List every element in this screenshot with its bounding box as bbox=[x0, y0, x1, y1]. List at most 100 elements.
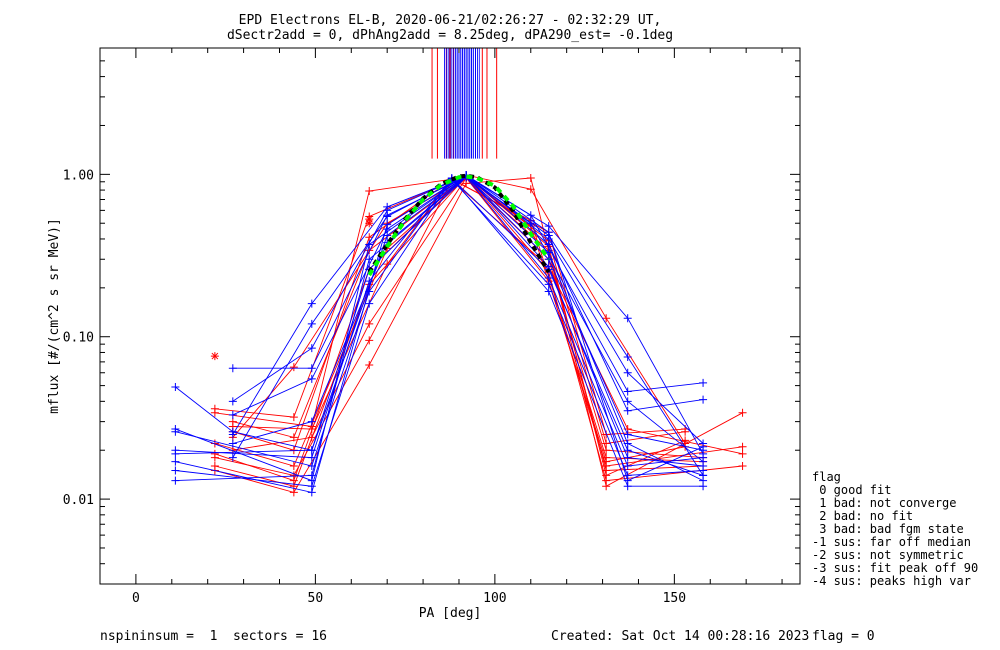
data-point-marker bbox=[738, 442, 747, 451]
legend-item: 0 good fit bbox=[812, 483, 891, 497]
data-point-marker bbox=[228, 453, 237, 462]
y-tick-label: 0.01 bbox=[63, 493, 94, 508]
data-point-marker bbox=[307, 299, 316, 308]
data-point-marker bbox=[623, 446, 632, 455]
data-point-marker bbox=[623, 453, 632, 462]
x-tick-label: 100 bbox=[483, 591, 506, 606]
data-point-marker bbox=[738, 461, 747, 470]
spectrum-line bbox=[232, 178, 704, 463]
data-point-marker bbox=[699, 439, 708, 448]
spectrum-series-8 bbox=[210, 171, 690, 448]
title-line-1: EPD Electrons EL-B, 2020-06-21/02:26:27 … bbox=[239, 13, 662, 28]
y-tick-label: 0.10 bbox=[63, 331, 94, 346]
peak-vertical-lines bbox=[431, 48, 498, 159]
data-point-marker bbox=[171, 476, 180, 485]
data-point-marker bbox=[544, 234, 553, 243]
legend-item: 1 bad: not converge bbox=[812, 496, 957, 510]
spectrum-series-17 bbox=[171, 173, 708, 491]
spectrum-line bbox=[214, 176, 686, 445]
data-point-marker bbox=[365, 287, 374, 296]
data-point-marker bbox=[228, 397, 237, 406]
data-point-marker bbox=[365, 360, 374, 369]
footer-created: Created: Sat Oct 14 00:28:16 2023 bbox=[551, 629, 809, 644]
data-point-marker bbox=[738, 408, 747, 417]
spectrum-series-25 bbox=[171, 174, 708, 480]
data-point-marker bbox=[171, 427, 180, 436]
data-point-marker bbox=[289, 363, 298, 372]
x-axis-label: PA [deg] bbox=[419, 606, 482, 621]
data-point-marker bbox=[623, 387, 632, 396]
legend-item: 3 bad: bad fgm state bbox=[812, 522, 964, 536]
spectrum-series-7 bbox=[210, 176, 747, 480]
data-point-marker bbox=[623, 314, 632, 323]
data-point-marker bbox=[699, 457, 708, 466]
footer-spin-info: nspininsum = 1 sectors = 16 bbox=[100, 629, 327, 644]
data-point-marker bbox=[210, 453, 219, 462]
data-point-marker bbox=[544, 222, 553, 231]
spectrum-line bbox=[175, 178, 704, 476]
spectrum-series-16 bbox=[228, 172, 708, 480]
data-point-marker bbox=[365, 233, 374, 242]
data-point-marker bbox=[307, 374, 316, 383]
data-point-marker bbox=[171, 383, 180, 392]
spectrum-series-6 bbox=[228, 173, 708, 462]
data-point-marker bbox=[526, 173, 535, 182]
y-tick-label: 1.00 bbox=[63, 168, 94, 183]
spectrum-series-22 bbox=[228, 172, 708, 455]
spectrum-series-0 bbox=[210, 171, 690, 485]
data-point-marker bbox=[699, 378, 708, 387]
spectrum-line bbox=[232, 175, 704, 455]
flag-legend: flag 0 good fit 1 bad: not converge 2 ba… bbox=[812, 470, 978, 588]
spectrum-series-9 bbox=[228, 173, 708, 475]
data-point-marker bbox=[738, 449, 747, 458]
spectrum-line bbox=[175, 174, 704, 493]
data-point-marker bbox=[228, 364, 237, 373]
spectrum-line bbox=[175, 178, 704, 487]
data-point-marker bbox=[365, 336, 374, 345]
spectrum-line bbox=[232, 174, 704, 458]
data-point-marker bbox=[307, 471, 316, 480]
footer-flag: flag = 0 bbox=[812, 629, 875, 644]
spectrum-series-20 bbox=[228, 171, 708, 419]
data-point-marker bbox=[526, 211, 535, 220]
data-point-marker bbox=[289, 413, 298, 422]
data-point-marker bbox=[171, 449, 180, 458]
data-point-marker bbox=[383, 212, 392, 221]
spectrum-line bbox=[214, 177, 743, 493]
data-point-marker bbox=[383, 225, 392, 234]
title-line-2: dSectr2add = 0, dPhAng2add = 8.25deg, dP… bbox=[227, 28, 673, 43]
legend-item: -1 sus: far off median bbox=[812, 535, 971, 549]
data-point-marker bbox=[210, 404, 219, 413]
legend-item: -2 sus: not symmetric bbox=[812, 548, 964, 562]
spectrum-series-15 bbox=[228, 171, 708, 458]
spectrum-line bbox=[232, 176, 704, 471]
data-point-marker bbox=[602, 453, 611, 462]
x-tick-label: 0 bbox=[132, 591, 140, 606]
data-point-marker bbox=[623, 461, 632, 470]
data-point-marker bbox=[602, 446, 611, 455]
data-point-marker bbox=[307, 482, 316, 491]
spectrum-series-24 bbox=[228, 171, 708, 462]
data-marks bbox=[171, 48, 747, 497]
data-point-marker bbox=[365, 299, 374, 308]
spectrum-line bbox=[232, 175, 704, 451]
data-point-marker bbox=[365, 319, 374, 328]
data-point-marker bbox=[602, 466, 611, 475]
spectrum-series-2 bbox=[228, 173, 690, 466]
data-point-marker bbox=[623, 353, 632, 362]
data-point-marker bbox=[307, 425, 316, 434]
data-point-marker bbox=[699, 471, 708, 480]
spectrum-series-11 bbox=[228, 174, 690, 439]
spectrum-line bbox=[175, 176, 704, 463]
data-point-marker bbox=[623, 482, 632, 491]
data-point-marker bbox=[544, 280, 553, 289]
data-point-marker bbox=[623, 368, 632, 377]
data-point-marker bbox=[289, 461, 298, 470]
x-tick-label: 50 bbox=[308, 591, 324, 606]
data-point-marker bbox=[623, 406, 632, 415]
data-point-marker bbox=[365, 277, 374, 286]
data-point-marker bbox=[307, 461, 316, 470]
spectrum-line bbox=[232, 174, 704, 402]
data-point-marker bbox=[307, 446, 316, 455]
